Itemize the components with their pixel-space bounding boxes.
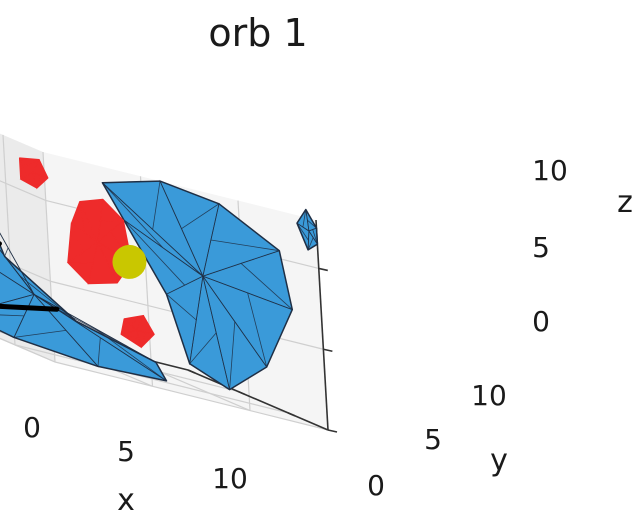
isosurface-blue-large-lobe-mesh-edge — [102, 182, 204, 277]
x-tick-label-1: 5 — [117, 435, 135, 468]
isosurface-red-blob-upper — [18, 157, 49, 190]
isosurface-blue-arm-lobe — [0, 232, 168, 382]
isosurface-red-blob-center-mesh-edge — [71, 201, 99, 244]
grid-line-z — [0, 337, 56, 363]
y-tick-label-2: 10 — [471, 379, 507, 412]
y-tick — [187, 369, 196, 374]
z-tick — [323, 348, 333, 353]
center-marker-2 — [112, 244, 147, 279]
eigenvector-line-3 — [0, 303, 60, 312]
isosurface-red-blob-lower-right-mesh-edge — [121, 318, 138, 335]
grid-line-z — [0, 258, 51, 282]
y-axis-label: y — [490, 443, 508, 478]
grid-line-z — [54, 361, 329, 431]
y-tick — [287, 412, 296, 417]
x-axis-label: x — [117, 483, 135, 518]
z-tick-label-1: 5 — [532, 231, 550, 264]
grid-line-z — [0, 180, 47, 202]
z-axis-line — [315, 219, 329, 431]
z-tick-label-0: 0 — [532, 305, 550, 338]
y-tick-label-0: 0 — [367, 469, 385, 502]
vector-and-marker-layer — [0, 241, 147, 312]
y-tick — [237, 390, 246, 396]
isosurface-blue-small-far-lobe — [296, 208, 319, 251]
x-tick-label-0: 0 — [23, 411, 41, 444]
isosurface-blue-small-far-lobe-mesh-edge — [296, 209, 310, 232]
z-axis-label: z — [617, 185, 633, 220]
grid-line-y — [14, 344, 289, 414]
isosurface-layer — [0, 157, 319, 391]
isosurface-blue-arm-lobe-mesh-edge — [0, 249, 35, 295]
isosurface-blue-large-lobe — [101, 179, 294, 391]
y-tick-label-1: 5 — [424, 423, 442, 456]
z-tick — [327, 429, 338, 433]
z-tick — [318, 267, 328, 272]
z-tick-label-2: 10 — [532, 154, 568, 187]
isosurface-red-blob-lower-right — [120, 314, 155, 349]
x-tick-label-2: 10 — [212, 462, 248, 495]
chart-title: orb 1 — [208, 11, 307, 55]
y-axis-line — [187, 369, 329, 431]
isosurface-red-blob-upper-mesh-edge — [19, 157, 34, 180]
